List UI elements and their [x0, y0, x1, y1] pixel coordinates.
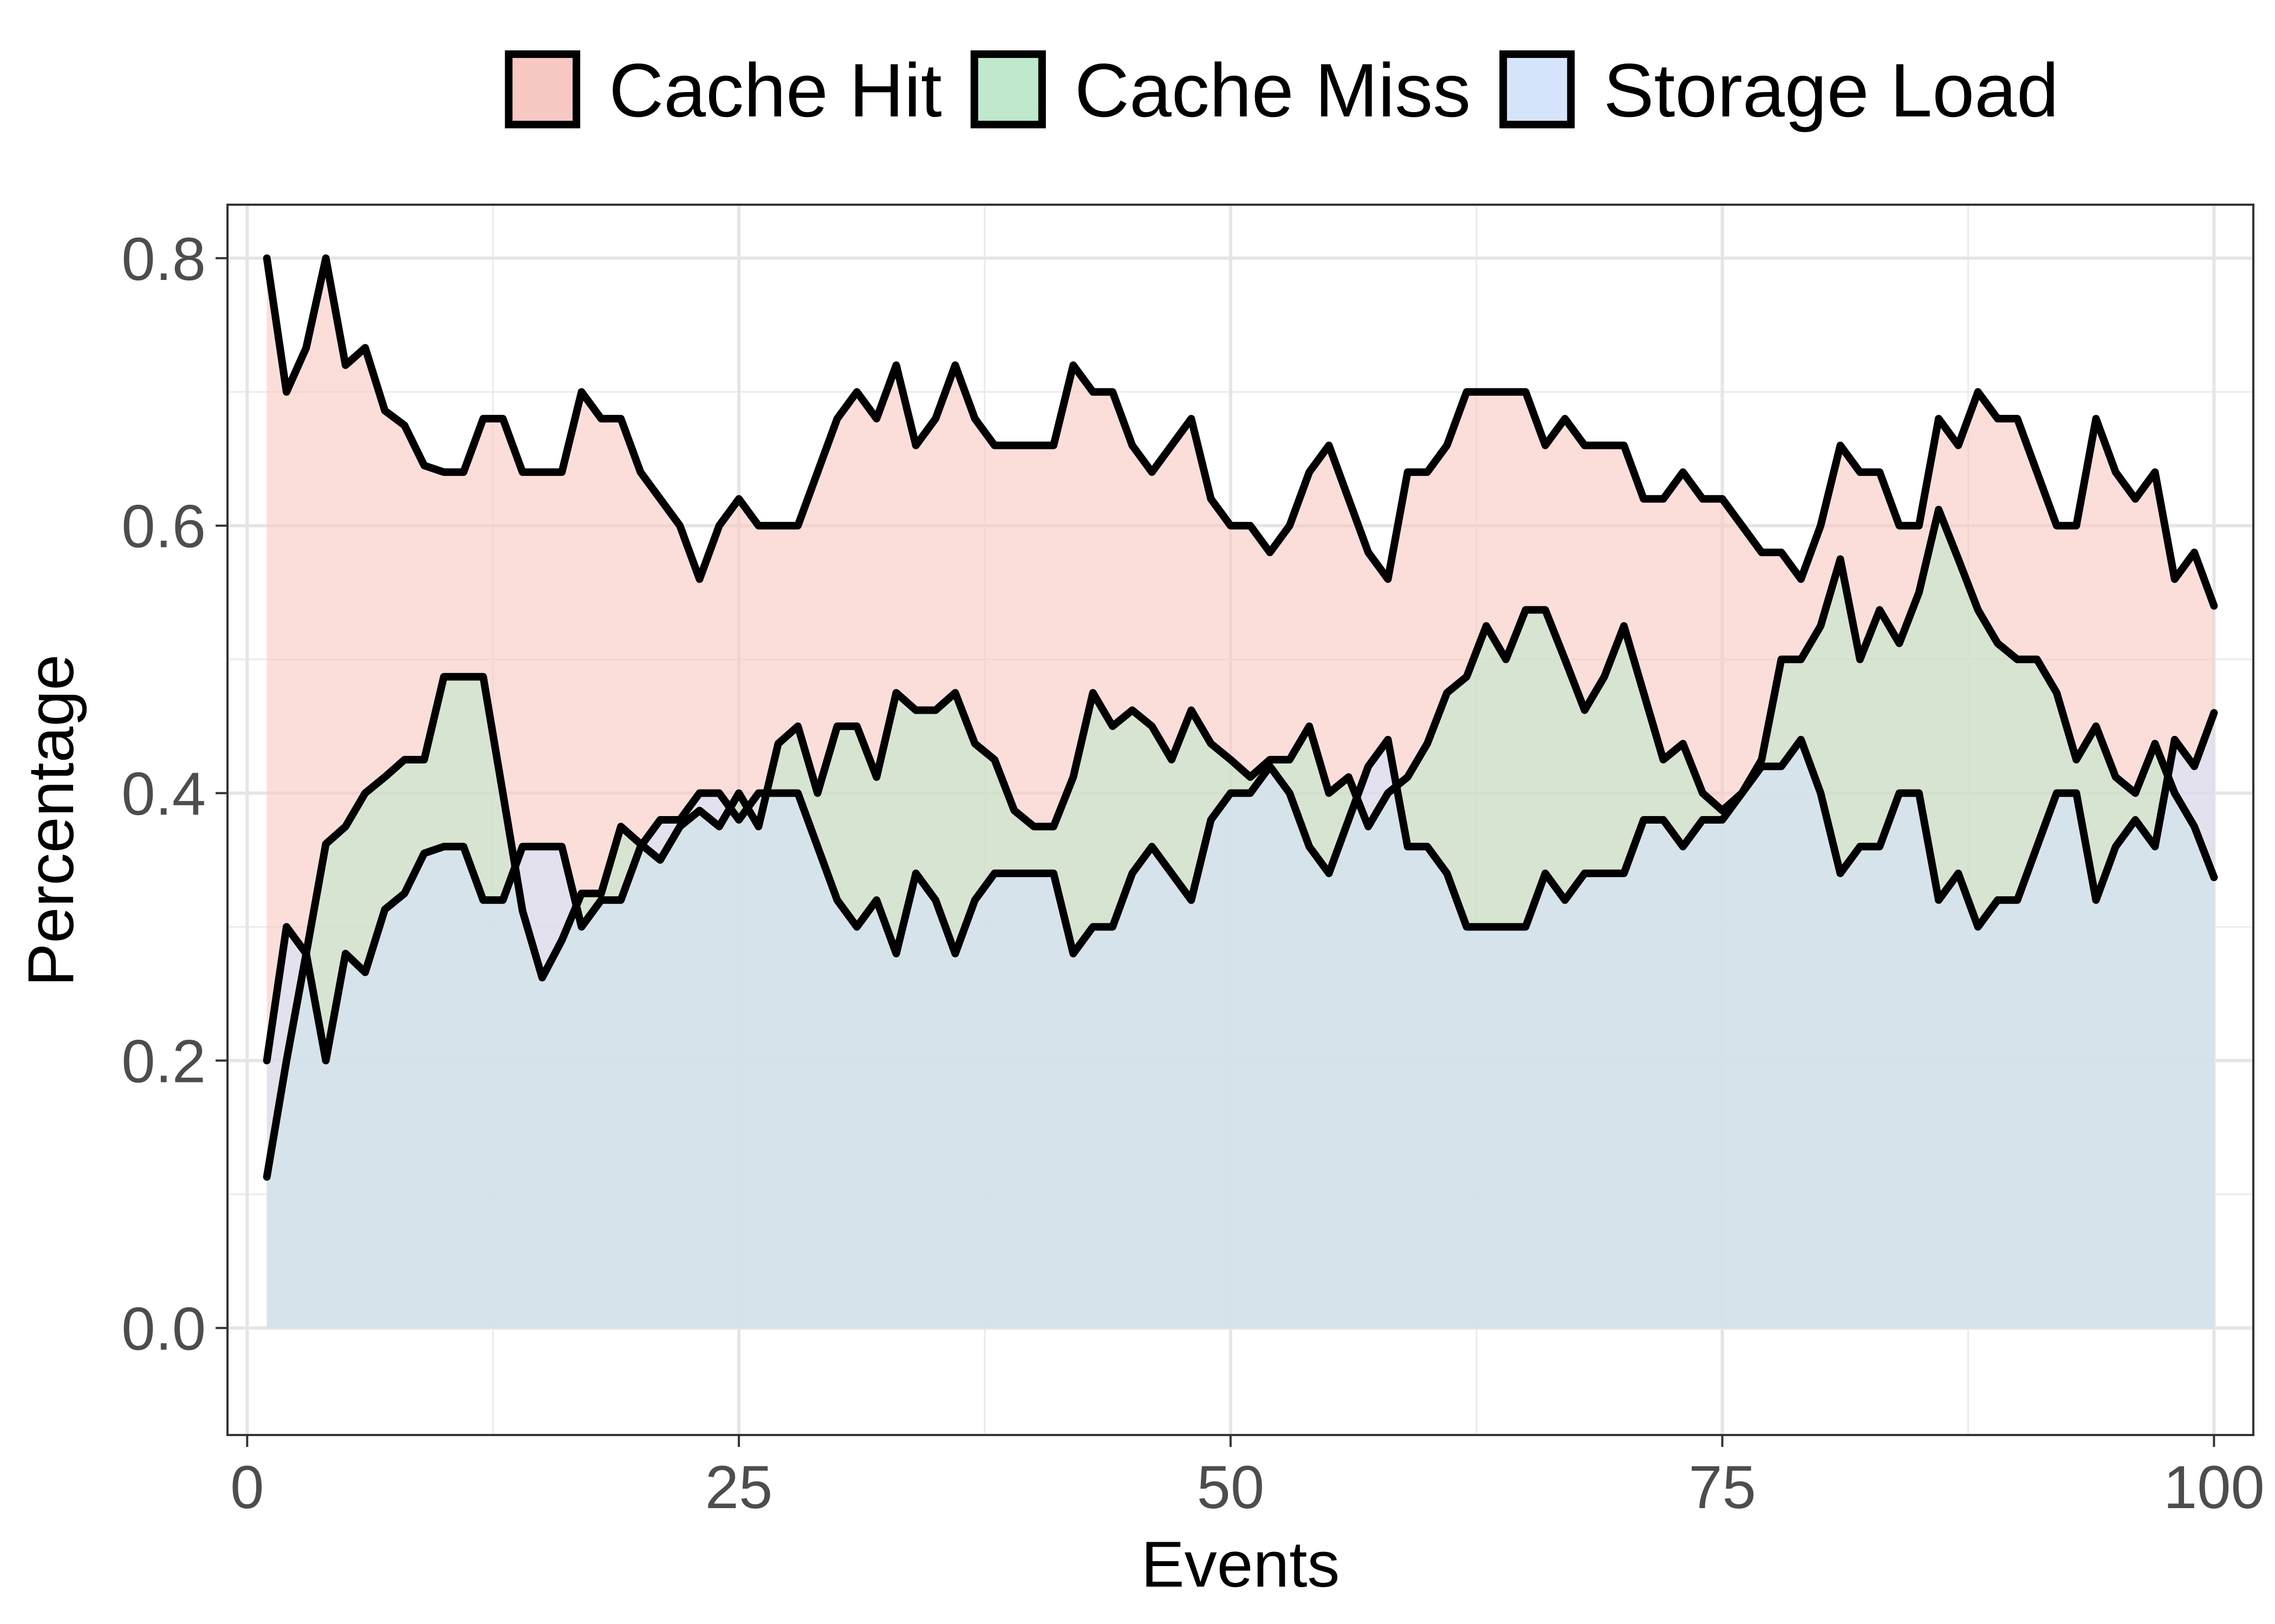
- storage-load-area: [266, 713, 2214, 1328]
- x-tick-label: 0: [230, 1453, 264, 1521]
- cache-miss-line: [263, 506, 2218, 1181]
- storage-load-line: [263, 709, 2218, 1065]
- y-tick-label: 0.0: [121, 1295, 206, 1362]
- legend-item-cache-miss: Cache Miss: [970, 48, 1471, 133]
- legend-key: [970, 50, 1046, 128]
- y-axis-title: Percentage: [15, 654, 87, 987]
- panel-border: [226, 204, 2254, 1436]
- legend-label: Cache Miss: [1075, 48, 1471, 133]
- legend-key: [505, 50, 581, 128]
- legend-label: Storage Load: [1603, 48, 2059, 133]
- x-tick-label: 100: [2163, 1453, 2265, 1521]
- y-axis: 0.0 0.2 0.4 0.6 0.8: [121, 225, 227, 1362]
- x-tick-label: 25: [705, 1453, 773, 1521]
- plot-panel: [226, 204, 2254, 1436]
- legend-item-cache-hit: Cache Hit: [505, 48, 942, 133]
- y-tick-label: 0.4: [121, 760, 206, 828]
- legend-key: [1499, 50, 1575, 128]
- y-tick-label: 0.8: [121, 225, 206, 293]
- y-tick-label: 0.6: [121, 493, 206, 560]
- legend-item-storage-load: Storage Load: [1499, 48, 2059, 133]
- legend-label: Cache Hit: [609, 48, 942, 133]
- x-axis-title: Events: [1141, 1528, 1340, 1601]
- legend: Cache Hit Cache Miss Storage Load: [505, 48, 2059, 133]
- x-tick-label: 75: [1688, 1453, 1756, 1521]
- x-tick-label: 50: [1197, 1453, 1265, 1521]
- cache-hit-line: [263, 254, 2218, 610]
- y-tick-label: 0.2: [121, 1028, 206, 1095]
- x-axis: 0 25 50 75 100: [230, 1435, 2265, 1521]
